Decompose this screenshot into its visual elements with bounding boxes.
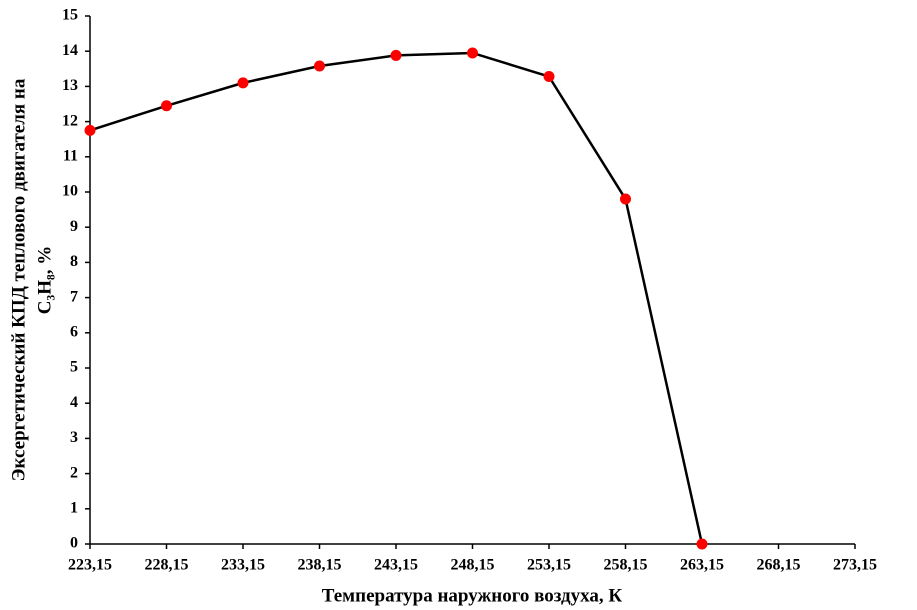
x-tick-label: 258,15	[604, 557, 648, 574]
line	[89, 51, 704, 545]
x-tick-label: 223,15	[68, 557, 112, 574]
x-tick-label: 273,15	[833, 557, 877, 574]
y-tick-label: 6	[70, 323, 78, 340]
x-tick-label: 228,15	[145, 557, 189, 574]
marker	[696, 538, 708, 550]
marker	[237, 77, 249, 89]
marker	[84, 124, 96, 136]
y-tick-label: 2	[70, 464, 78, 481]
y-tick-label: 8	[70, 253, 78, 270]
x-tick-label: 268,15	[757, 557, 801, 574]
marker	[620, 193, 631, 205]
y-tick-label: 14	[62, 42, 78, 59]
y-tick-label: 15	[62, 7, 78, 24]
y-axis-title: Эксергетический КПД теплового двигателя …	[8, 78, 55, 481]
y-tick-label: 7	[70, 288, 78, 305]
y-tick-label: 12	[62, 112, 78, 129]
x-tick-label: 243,15	[374, 557, 418, 574]
y-tick-label: 10	[62, 183, 78, 200]
marker	[543, 71, 555, 83]
y-axis-title-line: C₃H₈, %	[34, 246, 55, 314]
x-tick-label: 233,15	[221, 557, 265, 574]
x-tick-label: 238,15	[298, 557, 342, 574]
y-tick-label: 13	[62, 77, 78, 94]
y-tick-label: 3	[70, 429, 78, 446]
y-tick-label: 0	[70, 535, 78, 552]
y-tick-label: 4	[70, 394, 78, 411]
marker	[390, 49, 402, 61]
marker	[467, 47, 478, 59]
x-axis-title: Температура наружного воздуха, К	[322, 585, 623, 606]
y-tick-label: 11	[63, 147, 78, 164]
y-tick-label: 1	[70, 499, 78, 516]
marker	[314, 60, 325, 72]
y-axis-title-line: Эксергетический КПД теплового двигателя …	[8, 78, 29, 481]
marker	[161, 100, 172, 112]
x-tick-label: 248,15	[451, 557, 495, 574]
x-tick-label: 263,15	[680, 557, 724, 574]
y-tick-label: 9	[70, 218, 78, 235]
y-tick-label: 5	[70, 359, 78, 376]
x-tick-label: 253,15	[527, 557, 571, 574]
